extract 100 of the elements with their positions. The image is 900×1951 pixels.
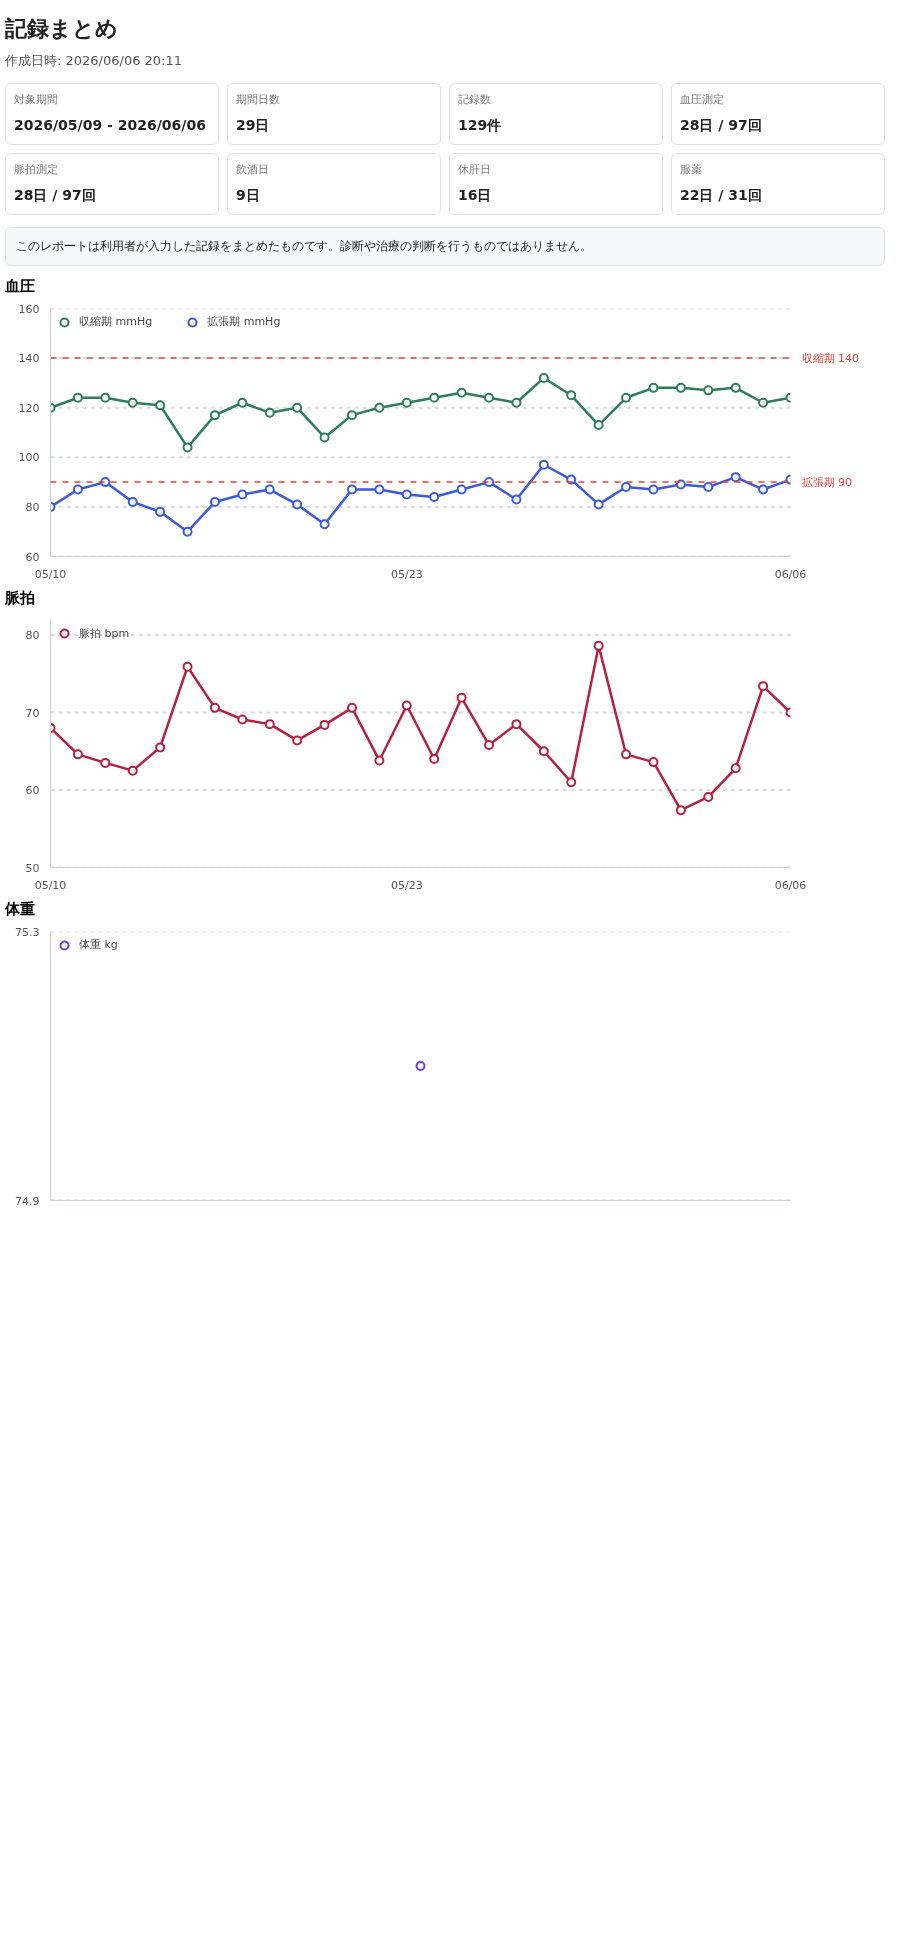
point — [319, 432, 330, 443]
text: 脈拍測定 — [14, 162, 59, 178]
point — [264, 484, 275, 495]
point — [155, 399, 166, 410]
point — [182, 526, 193, 537]
text: 記録数 — [458, 92, 492, 108]
point — [127, 765, 138, 776]
text: 29日 — [236, 115, 271, 135]
point — [401, 489, 412, 500]
x-tick-label: 06/06 — [774, 878, 807, 892]
point — [401, 700, 412, 711]
point — [209, 496, 220, 507]
point — [237, 714, 248, 725]
chart-title: 体重 — [5, 899, 35, 921]
point — [346, 409, 357, 420]
legend-label: 拡張期 mmHg — [207, 314, 281, 330]
chart-title: 脈拍 — [5, 587, 35, 609]
point — [593, 641, 604, 651]
point — [456, 387, 467, 398]
point — [484, 740, 495, 751]
point — [319, 519, 330, 529]
text: 期間日数 — [236, 92, 281, 108]
point — [127, 397, 138, 408]
text: 血圧測定 — [680, 92, 725, 108]
point — [511, 494, 522, 505]
point — [72, 392, 83, 403]
y-tick-label: 50 — [25, 861, 40, 875]
y-tick-label: 74.9 — [15, 1194, 40, 1208]
point — [155, 506, 166, 517]
point — [648, 382, 659, 393]
point — [566, 390, 577, 401]
point — [758, 397, 769, 408]
point — [182, 661, 193, 672]
point — [703, 792, 714, 803]
point — [621, 392, 632, 403]
text: 22日 / 31回 — [680, 185, 763, 205]
point — [429, 754, 440, 765]
text: 28日 / 97回 — [680, 115, 763, 135]
text: このレポートは利用者が入力した記録をまとめたものです。診断や治療の判断を行うものではありません。 — [5, 227, 885, 267]
text: 28日 / 97回 — [14, 185, 97, 205]
point — [758, 681, 769, 692]
x-tick-label: 05/23 — [390, 567, 423, 581]
point — [484, 392, 495, 403]
point — [456, 692, 467, 703]
point — [456, 484, 467, 495]
ref-line-label: 収縮期 140 — [801, 351, 859, 365]
point — [72, 484, 83, 495]
point — [292, 402, 303, 413]
point — [100, 392, 111, 403]
y-tick-label: 60 — [25, 784, 40, 798]
point — [72, 749, 83, 760]
point — [593, 499, 604, 510]
x-tick-label: 05/23 — [390, 878, 423, 892]
ref-line-label: 拡張期 90 — [801, 475, 852, 489]
point — [209, 409, 220, 420]
point — [182, 442, 193, 453]
point — [538, 746, 549, 757]
point — [374, 755, 385, 766]
point — [319, 720, 330, 731]
legend-label: 脈拍 bpm — [79, 625, 130, 641]
y-tick-label: 160 — [18, 302, 40, 316]
point — [429, 392, 440, 403]
point — [593, 419, 604, 430]
point — [155, 742, 166, 753]
point — [264, 719, 275, 730]
point — [511, 719, 522, 730]
y-tick-label: 100 — [18, 451, 40, 465]
point — [566, 777, 577, 788]
point — [429, 491, 440, 502]
legend-label: 収縮期 mmHg — [79, 314, 153, 330]
y-tick-label: 75.3 — [15, 925, 40, 939]
point — [346, 484, 357, 495]
point — [264, 407, 275, 418]
text: 2026/05/09 - 2026/06/06 — [14, 115, 207, 135]
text: 作成日時: 2026/06/06 20:11 — [5, 52, 184, 71]
point — [100, 758, 111, 769]
chart-title: 血圧 — [5, 276, 35, 298]
point — [648, 484, 659, 495]
text: 16日 — [458, 185, 493, 205]
point — [538, 372, 549, 383]
y-tick-label: 60 — [25, 550, 40, 564]
point — [621, 481, 632, 492]
point — [703, 481, 714, 492]
text: 対象期間 — [14, 92, 59, 108]
text: 飲酒日 — [236, 162, 270, 178]
point — [209, 703, 220, 713]
y-tick-label: 80 — [25, 629, 40, 643]
point — [730, 471, 741, 482]
x-tick-label: 05/10 — [34, 567, 67, 581]
point — [511, 397, 522, 408]
text: 9日 — [236, 185, 261, 205]
point — [374, 484, 385, 495]
point — [703, 385, 714, 396]
point — [346, 703, 357, 713]
point — [127, 496, 138, 507]
point — [538, 459, 549, 470]
point — [374, 402, 385, 413]
x-tick-label: 05/10 — [34, 878, 67, 892]
y-tick-label: 80 — [25, 500, 40, 514]
point — [758, 484, 769, 495]
